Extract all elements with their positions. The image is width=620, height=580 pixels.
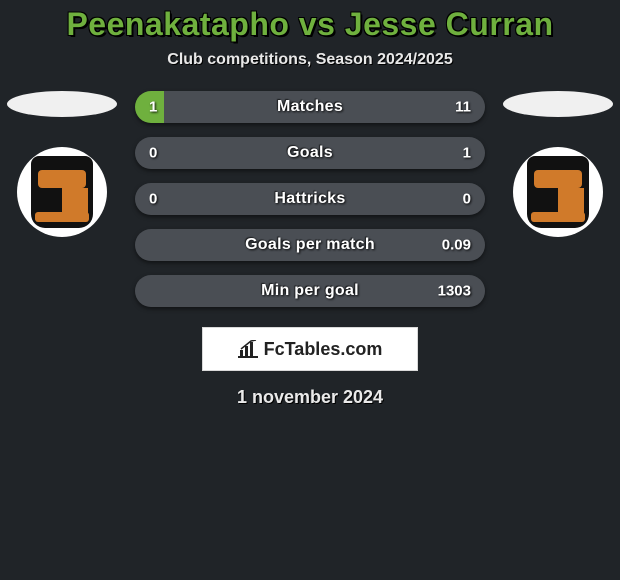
- shield-icon: [527, 156, 589, 228]
- page-title: Peenakatapho vs Jesse Curran: [66, 6, 553, 43]
- chart-icon: [238, 340, 258, 358]
- stat-bars: 111Matches01Goals00Hattricks0.09Goals pe…: [135, 91, 485, 307]
- stat-bar: 111Matches: [135, 91, 485, 123]
- player-right-oval: [503, 91, 613, 117]
- stat-label: Goals per match: [245, 236, 375, 254]
- player-left-crest: [17, 147, 107, 237]
- stat-bar: 0 0 Hattricks: [135, 183, 485, 215]
- stat-value-left: 0: [149, 191, 157, 208]
- shield-icon: [31, 156, 93, 228]
- stat-bar: 0 1 Goals: [135, 137, 485, 169]
- stat-label: Hattricks: [274, 190, 345, 208]
- page-subtitle: Club competitions, Season 2024/2025: [167, 51, 452, 69]
- stat-bar: 0.09 Goals per match: [135, 229, 485, 261]
- player-right-column: [503, 91, 613, 237]
- site-logo-box: FcTables.com: [202, 327, 418, 371]
- player-left-oval: [7, 91, 117, 117]
- stat-value-left: 0: [149, 145, 157, 162]
- stat-value-right: 0: [463, 191, 471, 208]
- stat-label: Min per goal: [261, 282, 359, 300]
- stat-bar: 1303 Min per goal: [135, 275, 485, 307]
- player-left-column: [7, 91, 117, 237]
- comparison-row: 111Matches01Goals00Hattricks0.09Goals pe…: [0, 91, 620, 307]
- stat-value-right: 0.09: [442, 237, 471, 254]
- stat-label: Matches: [277, 98, 343, 116]
- stat-label: Goals: [287, 144, 333, 162]
- stat-value-right: 1303: [438, 283, 471, 300]
- stat-value-right: 11: [455, 99, 471, 116]
- site-logo-text: FcTables.com: [264, 339, 383, 360]
- stat-value-right: 1: [463, 145, 471, 162]
- footer-date: 1 november 2024: [237, 387, 383, 408]
- player-right-crest: [513, 147, 603, 237]
- stat-value-left: 1: [149, 99, 157, 116]
